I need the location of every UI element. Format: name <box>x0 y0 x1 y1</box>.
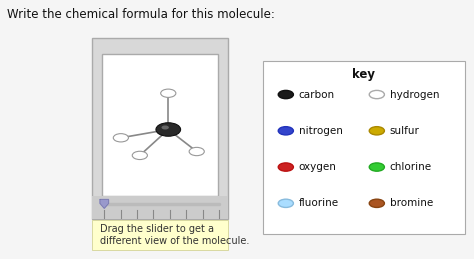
Circle shape <box>278 90 293 99</box>
Circle shape <box>278 163 293 171</box>
Circle shape <box>161 89 176 97</box>
Circle shape <box>369 199 384 207</box>
Circle shape <box>162 125 169 130</box>
Circle shape <box>369 90 384 99</box>
FancyBboxPatch shape <box>92 220 228 250</box>
Text: hydrogen: hydrogen <box>390 90 439 99</box>
Polygon shape <box>100 199 109 208</box>
Circle shape <box>369 163 384 171</box>
Circle shape <box>278 199 293 207</box>
Circle shape <box>278 127 293 135</box>
Circle shape <box>156 123 181 136</box>
Text: bromine: bromine <box>390 198 433 208</box>
Circle shape <box>189 147 204 156</box>
Text: carbon: carbon <box>299 90 335 99</box>
Text: Write the chemical formula for this molecule:: Write the chemical formula for this mole… <box>7 8 275 21</box>
Text: sulfur: sulfur <box>390 126 419 136</box>
Circle shape <box>113 134 128 142</box>
Text: fluorine: fluorine <box>299 198 339 208</box>
Text: nitrogen: nitrogen <box>299 126 343 136</box>
FancyBboxPatch shape <box>92 38 228 219</box>
Text: oxygen: oxygen <box>299 162 337 172</box>
Text: key: key <box>352 68 375 81</box>
Circle shape <box>132 151 147 160</box>
FancyBboxPatch shape <box>92 196 228 219</box>
FancyBboxPatch shape <box>263 61 465 234</box>
FancyBboxPatch shape <box>102 54 218 196</box>
Text: chlorine: chlorine <box>390 162 432 172</box>
Text: Drag the slider to get a
different view of the molecule.: Drag the slider to get a different view … <box>100 224 249 246</box>
Circle shape <box>369 127 384 135</box>
